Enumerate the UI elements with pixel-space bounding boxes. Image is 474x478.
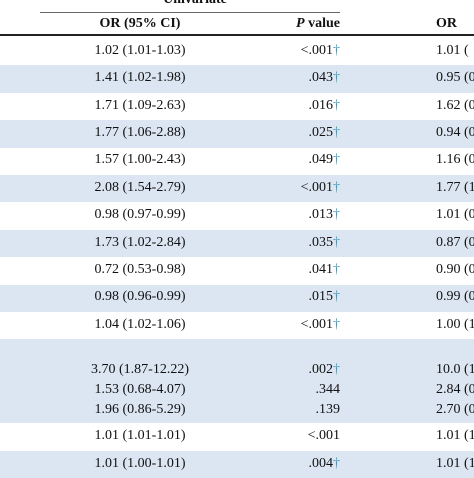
- dagger: †: [333, 97, 340, 113]
- dagger: †: [333, 70, 340, 86]
- or-cell: 1.77 (1.06-2.88): [94, 124, 186, 140]
- or-cell: 3.70 (1.87-12.22): [91, 362, 189, 378]
- p-cell: .015†: [240, 289, 341, 305]
- row-band: [0, 284, 474, 312]
- p-cell: <.001†: [240, 43, 340, 59]
- p-italic: P: [296, 16, 305, 31]
- group-header: Univariate: [155, 0, 235, 8]
- dagger: †: [333, 234, 340, 250]
- p-value: .139: [315, 402, 341, 418]
- p-cell: <.001†: [240, 317, 340, 333]
- or2-cell: 1.16 (0: [436, 152, 474, 168]
- row-band: [0, 175, 474, 203]
- p-cell: .025†: [240, 124, 341, 141]
- or2-cell: 1.62 (0: [436, 97, 474, 113]
- p-value: .025: [308, 124, 334, 140]
- or2-cell: 0.90 (0: [436, 261, 474, 277]
- or-cell: 2.08 (1.54-2.79): [94, 179, 186, 195]
- row-band: [0, 120, 474, 148]
- or-cell: 1.41 (1.02-1.98): [94, 70, 186, 86]
- or-cell: 0.98 (0.96-0.99): [94, 289, 186, 305]
- p-value: <.001: [300, 42, 333, 58]
- or2-cell: 1.01 (0: [436, 207, 474, 223]
- or2-cell: 1.01 (1: [436, 455, 474, 471]
- dagger: †: [333, 207, 340, 223]
- or2-cell: 2.70 (0: [436, 402, 474, 418]
- p-cell: .344: [240, 382, 341, 398]
- or-cell: 1.53 (0.68-4.07): [94, 382, 186, 398]
- p-cell: .016†: [240, 97, 341, 114]
- p-value: .013: [308, 207, 334, 223]
- p-rest: value: [308, 16, 340, 31]
- or-cell: 0.98 (0.97-0.99): [94, 207, 186, 223]
- row-band: [0, 339, 474, 424]
- p-value: .015: [308, 289, 334, 305]
- p-value: .049: [308, 152, 334, 168]
- or2-cell: 10.0 (1: [436, 362, 474, 378]
- or-cell: 1.02 (1.01-1.03): [94, 42, 186, 58]
- dagger: †: [333, 289, 340, 305]
- or2-cell: 1.01 (1: [436, 428, 474, 444]
- dagger: †: [333, 124, 340, 140]
- or2-cell: 2.84 (0: [436, 382, 474, 398]
- p-cell: .002†: [240, 362, 341, 378]
- dagger: †: [333, 42, 340, 58]
- p-value: .016: [308, 97, 334, 113]
- p-cell: <.001: [240, 428, 340, 444]
- p-value: .344: [315, 382, 341, 398]
- or-cell: 1.96 (0.86-5.29): [94, 402, 186, 418]
- col-header-or: OR (95% CI): [99, 16, 181, 31]
- p-cell: <.001†: [240, 180, 340, 196]
- row-band: [0, 450, 474, 478]
- dagger: †: [333, 316, 340, 332]
- or2-cell: 0.99 (0: [436, 289, 474, 305]
- p-value: <.001: [300, 316, 333, 332]
- p-value: .004: [308, 455, 334, 471]
- p-cell: .035†: [240, 234, 341, 251]
- p-value: .041: [308, 261, 334, 277]
- p-value: .002: [308, 362, 334, 378]
- group-rule: [40, 12, 340, 13]
- p-value: <.001: [307, 428, 340, 444]
- dagger: †: [333, 362, 340, 378]
- or-cell: 1.01 (1.00-1.01): [94, 455, 186, 471]
- or-cell: 1.71 (1.09-2.63): [94, 97, 186, 113]
- col-header-p: P value: [240, 16, 340, 32]
- p-cell: .049†: [240, 152, 341, 168]
- header-rule: [0, 34, 474, 36]
- p-value: <.001: [300, 179, 333, 195]
- row-band: [0, 65, 474, 93]
- p-cell: .139: [240, 402, 341, 418]
- or2-cell: 0.87 (0: [436, 234, 474, 250]
- row-band: [0, 229, 474, 258]
- or2-cell: 1.00 (1: [436, 316, 474, 332]
- or2-cell: 1.01 (: [436, 42, 469, 58]
- or2-cell: 0.95 (0: [436, 70, 474, 86]
- or2-cell: 0.94 (0: [436, 124, 474, 140]
- dagger: †: [333, 261, 340, 277]
- or-cell: 1.57 (1.00-2.43): [94, 152, 186, 168]
- or-cell: 1.04 (1.02-1.06): [94, 316, 186, 332]
- p-value: .035: [308, 234, 334, 250]
- or-cell: 0.72 (0.53-0.98): [94, 261, 186, 277]
- p-cell: .004†: [240, 455, 341, 472]
- dagger: †: [333, 179, 340, 195]
- dagger: †: [333, 152, 340, 168]
- col-header-or2: OR: [436, 16, 457, 31]
- or2-cell: 1.77 (1: [436, 179, 474, 195]
- p-value: .043: [308, 70, 334, 86]
- p-cell: .041†: [240, 261, 341, 278]
- or-cell: 1.01 (1.01-1.01): [94, 428, 186, 444]
- p-cell: .043†: [240, 70, 341, 86]
- dagger: †: [333, 455, 340, 471]
- or-cell: 1.73 (1.02-2.84): [94, 234, 186, 250]
- p-cell: .013†: [240, 207, 341, 223]
